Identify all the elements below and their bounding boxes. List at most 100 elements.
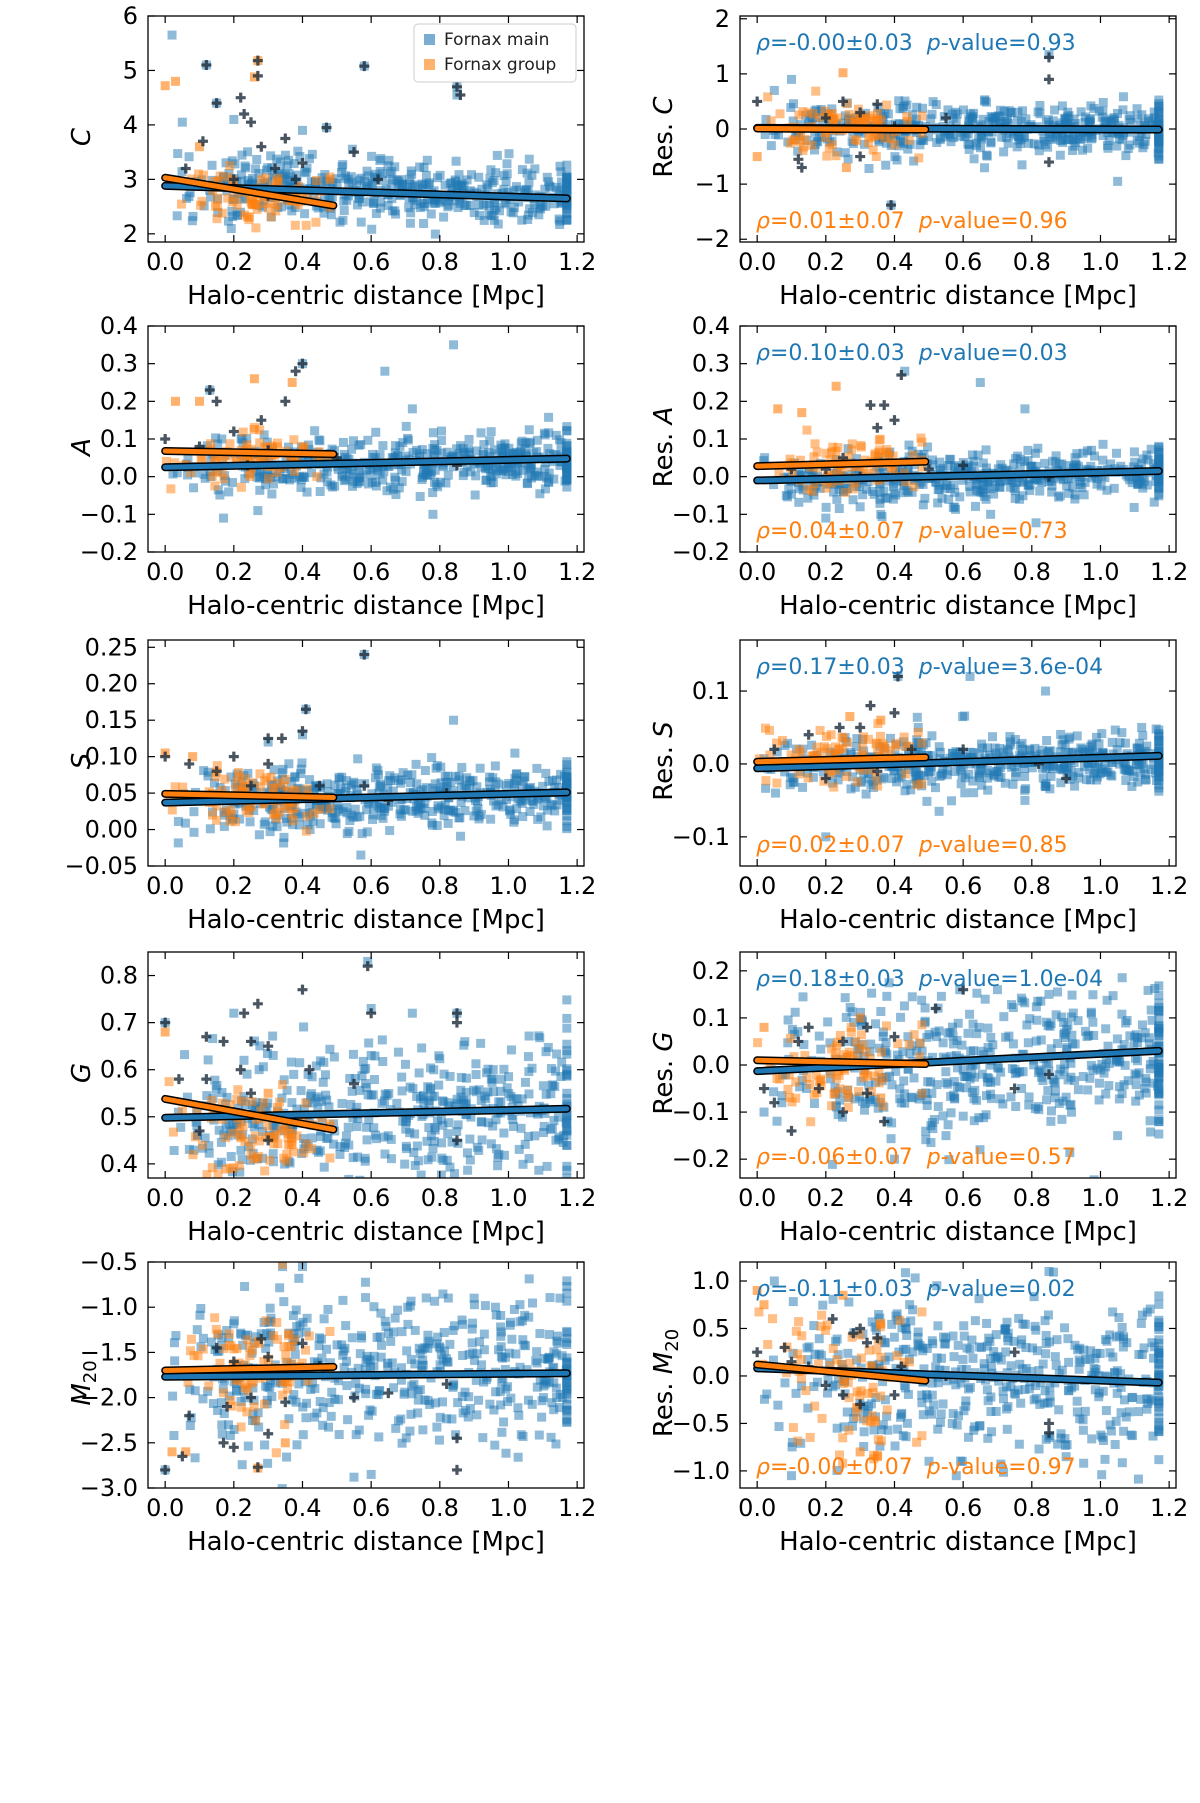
main-point [436,477,446,487]
main-point [320,170,330,180]
main-point [340,1138,350,1148]
main-point [364,1115,374,1125]
flagged-galaxy-cross [256,415,267,426]
flagged-galaxy-cross [362,961,373,972]
main-point [1137,1020,1147,1030]
main-point [562,1165,572,1175]
main-point [362,827,372,837]
main-point [173,816,183,826]
main-point [437,1153,447,1163]
main-point [835,1095,845,1105]
main-point [421,465,431,475]
group-point [164,1077,174,1087]
group-point [808,751,818,761]
main-point [275,169,285,179]
main-point [1133,777,1143,787]
main-point [761,114,771,124]
main-point [483,460,493,470]
main-point [486,1074,496,1084]
group-point [219,474,229,484]
group-point [916,433,926,443]
main-point [350,779,360,789]
main-point [303,820,313,830]
main-point [423,195,433,205]
main-point [538,1081,548,1091]
main-point [300,209,310,219]
main-point [410,180,420,190]
main-point [236,170,246,180]
main-point [965,109,975,119]
main-point [1075,477,1085,487]
main-point [396,811,406,821]
group-point [272,1102,282,1112]
main-point [1114,759,1124,769]
main-point [887,774,897,784]
group-point [886,134,896,144]
group-point [856,442,866,452]
main-point [461,1097,471,1107]
group-point [917,462,927,472]
main-point [1129,447,1139,457]
main-point [1025,486,1035,496]
main-point [1087,748,1097,758]
main-point [488,1087,498,1097]
main-point [828,487,838,497]
main-point [998,1099,1008,1109]
group-point [199,170,209,180]
group-point [831,742,841,752]
flagged-galaxy-cross [235,92,246,103]
main-point [504,778,514,788]
main-point [1048,133,1058,143]
main-point [401,1117,411,1127]
main-point [1109,483,1119,493]
main-point [339,205,349,215]
main-point [476,809,486,819]
main-point [1015,741,1025,751]
main-point [308,816,318,826]
group-point [249,424,259,434]
main-point [376,781,386,791]
main-point [963,1028,973,1038]
main-point [401,421,411,431]
main-point [1140,1028,1150,1038]
main-point [430,779,440,789]
main-point [1057,1114,1067,1124]
main-point [878,1032,888,1042]
group-point [234,1161,244,1171]
main-point [382,1090,392,1100]
main-point [258,1127,268,1137]
group-point [761,776,771,786]
main-point [377,1035,387,1045]
main-point [912,712,922,722]
group-point [811,86,821,96]
group-point [814,113,824,123]
flagged-galaxy-cross [359,780,370,791]
main-point [440,772,450,782]
main-point [410,200,420,210]
main-point [307,1072,317,1082]
group-point [795,131,805,141]
main-point [1119,1080,1129,1090]
main-point [462,462,472,472]
y-tick-label: 0.5 [100,1103,138,1131]
main-point [1031,1036,1041,1046]
main-point [884,978,894,988]
y-tick-label: 0.0 [100,463,138,491]
main-point [339,476,349,486]
main-point [445,1162,455,1172]
main-point [557,177,567,187]
main-point [954,748,964,758]
y-tick-label: 0.0 [692,750,730,778]
group-point [847,445,857,455]
main-point [894,141,904,151]
main-point [1035,749,1045,759]
main-point [189,483,199,493]
group-point [786,750,796,760]
main-point [394,483,404,493]
main-point [562,1046,572,1056]
main-point [462,1148,472,1158]
main-point [221,1121,231,1131]
main-point [1025,1014,1035,1024]
main-point [902,779,912,789]
main-point [279,838,289,848]
